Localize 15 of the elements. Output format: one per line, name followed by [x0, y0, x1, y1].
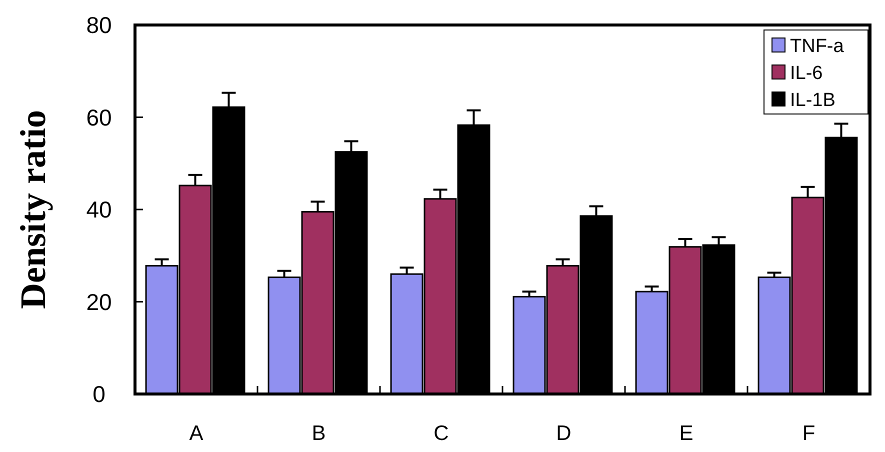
- x-tick-label: F: [802, 422, 816, 445]
- x-tick-label: D: [556, 422, 572, 445]
- y-tick-label: 40: [86, 196, 112, 223]
- y-tick-label: 0: [92, 381, 106, 408]
- y-tick-label: 80: [86, 12, 112, 38]
- legend-label: IL-6: [790, 62, 823, 84]
- y-axis-title: Density ratio: [13, 110, 53, 309]
- x-tick-label: A: [189, 422, 204, 445]
- x-tick-label: C: [434, 422, 449, 445]
- x-tick-label: B: [312, 422, 326, 445]
- y-tick-label: 20: [86, 288, 112, 315]
- legend-label: TNF-a: [790, 36, 844, 57]
- legend-label: IL-1B: [790, 90, 836, 111]
- y-tick-label: 60: [86, 104, 112, 130]
- x-tick-label: E: [679, 422, 694, 445]
